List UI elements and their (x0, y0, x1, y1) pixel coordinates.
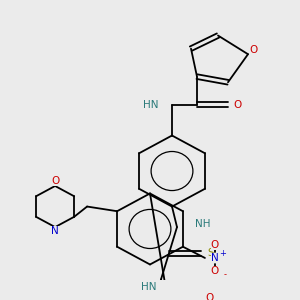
Text: HN: HN (142, 100, 158, 110)
Text: O: O (249, 46, 257, 56)
Text: O: O (51, 176, 59, 186)
Text: N: N (211, 253, 219, 263)
Text: HN: HN (140, 282, 156, 292)
Text: O: O (234, 100, 242, 110)
Text: NH: NH (195, 219, 211, 229)
Text: O: O (205, 293, 213, 300)
Text: O: O (211, 240, 219, 250)
Text: N: N (51, 226, 59, 236)
Text: +: + (220, 249, 226, 258)
Text: S: S (208, 248, 214, 258)
Text: O: O (211, 266, 219, 276)
Text: -: - (224, 270, 226, 279)
